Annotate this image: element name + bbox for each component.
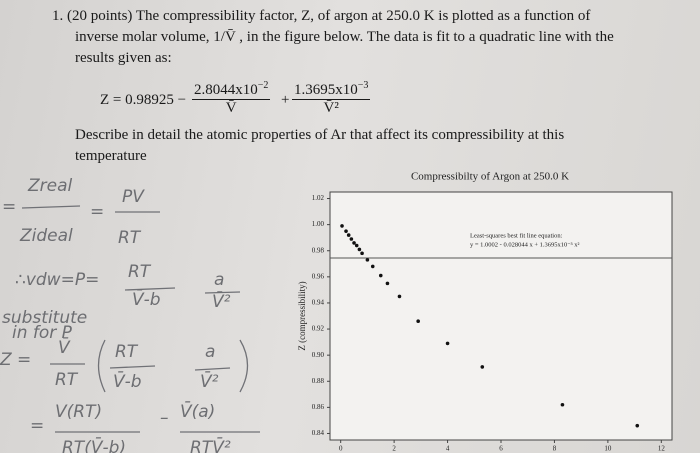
y-axis-label: Z (compressibility) <box>297 281 307 350</box>
exponent: −3 <box>357 80 369 91</box>
numerator: 1.3695x10−3 <box>292 80 371 100</box>
mantissa: 2.8044x10 <box>194 82 258 98</box>
fraction-bar <box>124 287 176 291</box>
handwritten-text: = <box>90 202 104 222</box>
handwritten-text: Zreal <box>27 176 73 196</box>
y-tick-label: 0.92 <box>312 325 325 333</box>
denominator: V̄² <box>323 100 339 116</box>
x-tick-label: 6 <box>499 445 503 453</box>
paren <box>97 339 106 393</box>
annotation: Least-squares best fit line equation: <box>470 232 563 239</box>
mantissa: 1.3695x10 <box>294 82 358 98</box>
data-point <box>560 402 565 407</box>
question-line: 1. (20 points) The compressibility facto… <box>52 8 591 24</box>
handwritten-text: RT <box>55 370 79 390</box>
question-line: results given as: <box>75 50 172 66</box>
exponent: −2 <box>257 80 269 91</box>
equation-fraction: 2.8044x10−2 V̄ <box>192 80 271 117</box>
denominator: V̄ <box>225 100 237 116</box>
handwritten-text: PV <box>122 187 145 207</box>
handwritten-text: V̄² <box>200 370 219 392</box>
data-point <box>344 229 348 233</box>
handwritten-text: Z = <box>0 350 31 370</box>
handwritten-text: V(RT) <box>55 402 102 422</box>
data-point <box>635 423 640 428</box>
x-tick-label: 2 <box>392 445 396 453</box>
data-point <box>354 243 359 248</box>
handwritten-text: RT <box>115 342 139 362</box>
handwritten-text: V̄(a) <box>180 400 215 422</box>
x-tick-label: 0 <box>339 445 343 453</box>
handwritten-text: V̄-b <box>132 288 161 310</box>
handwriting <box>21 205 260 433</box>
prompt-line: temperature <box>75 148 147 164</box>
data-point <box>378 273 383 278</box>
x-tick-label: 10 <box>604 445 612 453</box>
y-tick-label: 0.94 <box>312 299 325 307</box>
data-point <box>357 247 362 252</box>
handwritten-text: RT <box>118 228 142 248</box>
paren <box>239 339 249 393</box>
operator: + <box>281 92 290 108</box>
x-tick-label: 12 <box>658 445 666 453</box>
y-tick-label: 0.86 <box>312 403 325 411</box>
handwritten-text: = <box>30 416 44 436</box>
fraction-bar <box>194 367 231 371</box>
handwritten-text: substitute <box>2 308 87 328</box>
x-tick-label: 4 <box>446 445 450 453</box>
question-line: inverse molar volume, 1/V̄ , in the figu… <box>75 29 614 45</box>
handwritten-text: a <box>214 270 224 290</box>
handwritten-text: = <box>2 197 16 217</box>
equation-lhs: Z = 0.98925 − <box>100 92 187 108</box>
handwritten-text: – <box>160 408 169 428</box>
data-point <box>349 237 354 241</box>
data-point <box>416 319 420 324</box>
equation-fraction: 1.3695x10−3 V̄² <box>292 80 371 117</box>
numerator: 2.8044x10−2 <box>192 80 271 100</box>
data-point <box>480 365 485 369</box>
data-point <box>385 281 390 286</box>
y-tick-label: 0.88 <box>312 377 325 385</box>
y-tick-label: 0.96 <box>312 272 325 280</box>
data-point <box>445 341 450 346</box>
handwritten-text: RT(V̄-b) <box>62 436 126 453</box>
handwritten-text: Zideal <box>19 226 73 246</box>
handwritten-text: RTV̄² <box>190 436 231 453</box>
handwritten-text: a <box>205 342 215 362</box>
data-point <box>370 264 375 269</box>
data-point <box>365 258 370 262</box>
data-point <box>346 233 351 237</box>
annotation: y = 1.0002 - 0.028044 x + 1.3695x10⁻³ x² <box>470 241 580 248</box>
y-tick-label: 1.00 <box>312 220 325 228</box>
data-point <box>397 294 402 299</box>
data-point <box>352 241 356 245</box>
handwritten-text: V̄² <box>212 290 231 312</box>
y-tick-label: 0.90 <box>312 351 325 359</box>
handwritten-text: ∴vdw=P= <box>15 270 99 290</box>
prompt-line: Describe in detail the atomic properties… <box>75 127 565 143</box>
fraction-bar <box>109 365 156 369</box>
y-tick-label: 0.98 <box>312 246 325 254</box>
fraction-bar <box>204 291 241 294</box>
y-tick-label: 0.84 <box>312 429 325 437</box>
data-point <box>360 251 364 256</box>
handwritten-text: in for P <box>12 323 73 343</box>
chart-title: Compressibilty of Argon at 250.0 K <box>411 171 569 183</box>
y-tick-label: 1.02 <box>312 194 325 202</box>
handwritten-text: RT <box>128 262 152 282</box>
handwritten-text: V̄ <box>58 336 71 358</box>
data-point <box>340 224 344 228</box>
handwritten-text: V̄-b <box>113 370 142 392</box>
plot-area <box>329 191 673 441</box>
fraction-bar <box>21 205 81 209</box>
x-tick-label: 8 <box>553 445 557 453</box>
